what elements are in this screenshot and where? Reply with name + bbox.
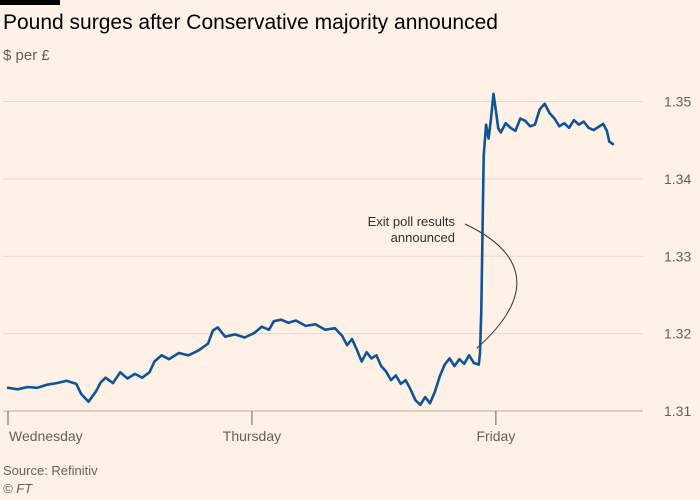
source-note: Source: Refinitiv	[3, 463, 98, 478]
credit-note: © FT	[3, 481, 33, 496]
y-tick-label: 1.31	[664, 403, 691, 419]
y-tick-label: 1.33	[664, 248, 691, 264]
brand-bar	[0, 0, 60, 5]
x-tick-label: Thursday	[223, 428, 281, 444]
series	[6, 92, 615, 407]
x-tick-label: Friday	[476, 428, 515, 444]
y-axis: 1.31 1.32 1.33 1.34 1.35	[664, 94, 691, 420]
annotation-label: announced	[391, 230, 455, 245]
y-tick-label: 1.35	[664, 94, 691, 110]
gridlines	[3, 101, 643, 412]
x-tick-label: Wednesday	[9, 428, 83, 444]
series-line	[6, 92, 615, 407]
y-tick-label: 1.32	[664, 326, 691, 342]
chart-subtitle: $ per £	[3, 47, 50, 64]
chart-title: Pound surges after Conservative majority…	[3, 11, 498, 34]
annotation-connector	[464, 223, 518, 349]
y-tick-label: 1.34	[664, 171, 691, 187]
x-axis: Wednesday Thursday Friday	[7, 411, 515, 444]
annotation-label: Exit poll results	[368, 214, 456, 229]
